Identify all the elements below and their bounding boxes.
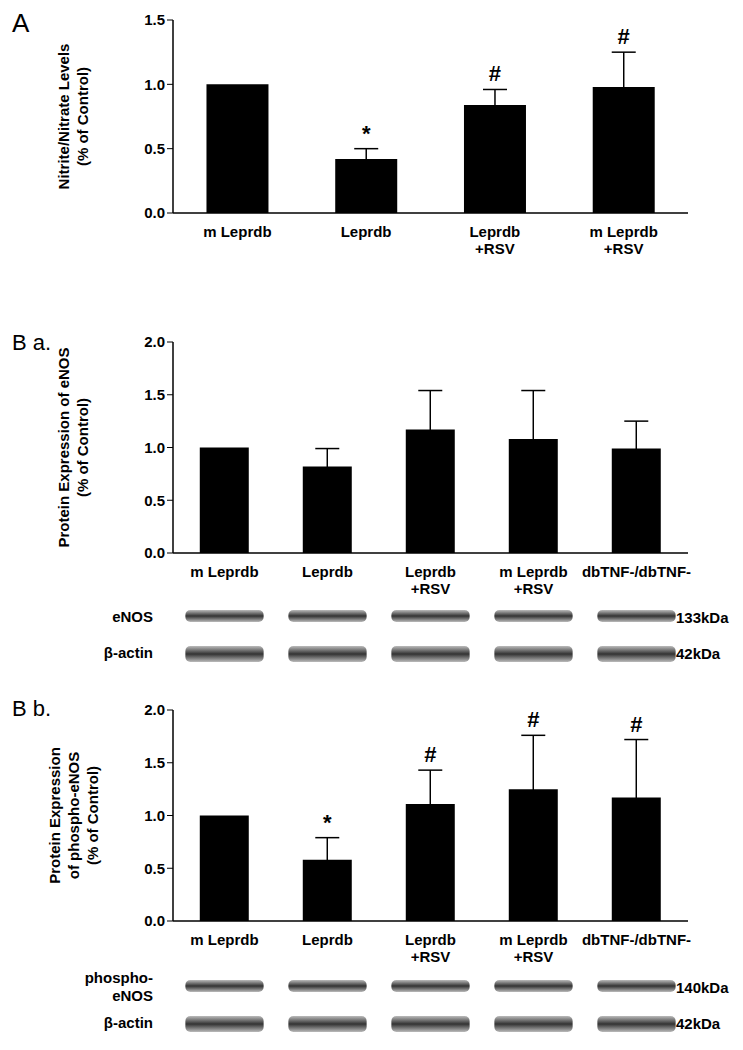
svg-text:m Leprdb+RSV: m Leprdb+RSV bbox=[499, 931, 567, 965]
svg-text:0.5: 0.5 bbox=[144, 860, 165, 877]
svg-text:*: * bbox=[362, 121, 371, 146]
svg-text:1.5: 1.5 bbox=[144, 11, 165, 28]
svg-text:m Leprdb: m Leprdb bbox=[190, 563, 258, 580]
svg-text:m Leprdb: m Leprdb bbox=[190, 931, 258, 948]
svg-text:2.0: 2.0 bbox=[144, 333, 165, 350]
svg-text:#: # bbox=[618, 24, 630, 49]
svg-text:Leprdb+RSV: Leprdb+RSV bbox=[405, 931, 456, 965]
svg-text:β-actin: β-actin bbox=[104, 1014, 153, 1031]
svg-text:0.0: 0.0 bbox=[144, 544, 165, 561]
svg-text:Leprdb+RSV: Leprdb+RSV bbox=[469, 223, 520, 257]
svg-text:B a.: B a. bbox=[12, 330, 51, 355]
svg-text:1.0: 1.0 bbox=[144, 807, 165, 824]
svg-text:133kDa: 133kDa bbox=[676, 609, 729, 626]
svg-text:*: * bbox=[323, 810, 332, 835]
svg-text:#: # bbox=[527, 707, 539, 732]
svg-text:1.0: 1.0 bbox=[144, 76, 165, 93]
svg-text:0.0: 0.0 bbox=[144, 204, 165, 221]
svg-text:Leprdb: Leprdb bbox=[341, 223, 392, 240]
svg-text:Leprdb: Leprdb bbox=[302, 563, 353, 580]
svg-text:#: # bbox=[630, 712, 642, 737]
svg-text:B b.: B b. bbox=[12, 696, 51, 721]
svg-text:140kDa: 140kDa bbox=[676, 979, 729, 996]
svg-text:A: A bbox=[12, 8, 30, 38]
svg-text:β-actin: β-actin bbox=[104, 644, 153, 661]
svg-text:Leprdb: Leprdb bbox=[302, 931, 353, 948]
svg-text:dbTNF-/dbTNF-: dbTNF-/dbTNF- bbox=[582, 931, 691, 948]
svg-text:42kDa: 42kDa bbox=[676, 645, 721, 662]
svg-text:#: # bbox=[489, 61, 501, 86]
svg-text:0.0: 0.0 bbox=[144, 912, 165, 929]
svg-text:42kDa: 42kDa bbox=[676, 1015, 721, 1032]
svg-text:Nitrite/Nitrate Levels(% of Co: Nitrite/Nitrate Levels(% of Control) bbox=[55, 44, 91, 190]
svg-text:#: # bbox=[424, 742, 436, 767]
svg-text:phospho-eNOS: phospho-eNOS bbox=[85, 969, 153, 1004]
svg-text:1.0: 1.0 bbox=[144, 439, 165, 456]
svg-text:1.5: 1.5 bbox=[144, 754, 165, 771]
svg-text:dbTNF-/dbTNF-: dbTNF-/dbTNF- bbox=[582, 563, 691, 580]
svg-text:Protein Expression of eNOS(% o: Protein Expression of eNOS(% of Control) bbox=[55, 347, 91, 547]
svg-text:eNOS: eNOS bbox=[112, 608, 153, 625]
svg-text:1.5: 1.5 bbox=[144, 386, 165, 403]
svg-text:m Leprdb+RSV: m Leprdb+RSV bbox=[499, 563, 567, 597]
svg-text:m Leprdb: m Leprdb bbox=[203, 223, 271, 240]
svg-text:0.5: 0.5 bbox=[144, 492, 165, 509]
svg-text:0.5: 0.5 bbox=[144, 140, 165, 157]
svg-text:2.0: 2.0 bbox=[144, 701, 165, 718]
svg-text:Protein Expressionof phospho-e: Protein Expressionof phospho-eNOS(% of C… bbox=[46, 747, 101, 884]
svg-text:Leprdb+RSV: Leprdb+RSV bbox=[405, 563, 456, 597]
svg-text:m Leprdb+RSV: m Leprdb+RSV bbox=[589, 223, 657, 257]
